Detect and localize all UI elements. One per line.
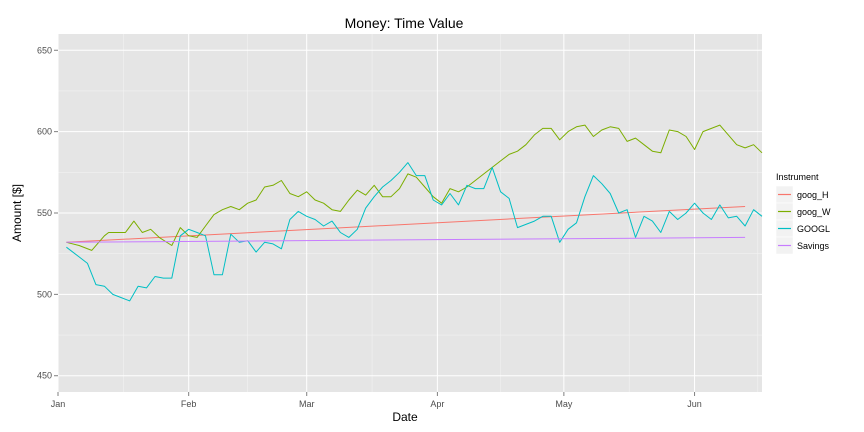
legend-title: Instrument	[776, 172, 819, 182]
legend-label: goog_H	[797, 190, 829, 200]
y-tick-label: 500	[37, 289, 52, 299]
x-tick-label: Jun	[687, 399, 702, 409]
y-tick-label: 550	[37, 208, 52, 218]
y-axis-title: Amount [$]	[10, 184, 24, 242]
x-tick-label: Feb	[181, 399, 197, 409]
x-tick-label: Apr	[430, 399, 444, 409]
legend-label: goog_W	[797, 207, 831, 217]
x-axis-title: Date	[392, 410, 418, 424]
series-line-goog_h	[66, 206, 746, 243]
series-line-savings	[66, 236, 746, 243]
y-tick-label: 450	[37, 371, 52, 381]
x-tick-label: Mar	[299, 399, 315, 409]
legend-label: GOOGL	[797, 224, 830, 234]
major-gridlines	[57, 34, 762, 392]
y-tick-label: 600	[37, 127, 52, 137]
legend: Instrument goog_H goog_W GOOGL Savings	[775, 172, 831, 255]
series-line-googl	[66, 162, 763, 302]
x-tick-label: May	[555, 399, 573, 409]
y-axis: 450 500 550 600 650	[37, 45, 58, 381]
legend-label: Savings	[797, 241, 830, 251]
x-axis: Jan Feb Mar Apr May Jun	[51, 392, 702, 409]
chart-title: Money: Time Value	[345, 15, 464, 31]
series-lines	[66, 124, 763, 302]
y-tick-label: 650	[37, 45, 52, 55]
series-line-goog_w	[66, 124, 763, 251]
x-tick-label: Jan	[51, 399, 66, 409]
